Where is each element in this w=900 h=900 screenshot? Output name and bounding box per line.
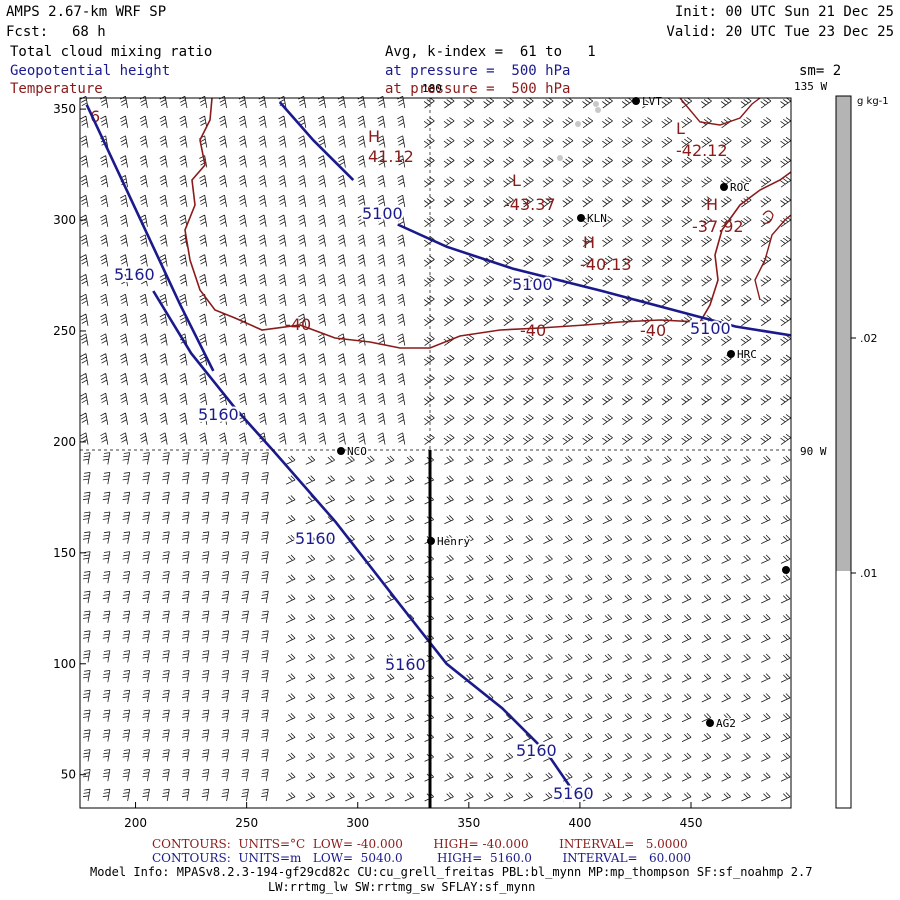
station-marker (337, 447, 345, 455)
colorbar: g kg-1 .02 .01 (835, 95, 889, 809)
station-label: LVT (642, 95, 662, 108)
colorbar-tick-label: .01 (860, 567, 878, 580)
label-135w: 135 W (794, 80, 827, 93)
k-index-range: Avg, k-index = 61 to 1 (385, 44, 596, 60)
pressure-height: at pressure = 500 hPa (385, 63, 571, 79)
y-tick-label: 150 (53, 546, 76, 560)
height-label: 5160 (516, 741, 557, 760)
x-tick-label: 350 (457, 816, 480, 830)
colorbar-unit: g kg-1 (857, 96, 889, 107)
cloud-speck (557, 155, 563, 161)
temperature-label: -40 (640, 321, 666, 340)
x-tick-label: 400 (568, 816, 591, 830)
colorbar-frame (835, 95, 852, 809)
temperature-extremum-value: -42.12 (676, 141, 728, 160)
temperature-label: -40 (285, 315, 311, 334)
height-label: 5100 (512, 275, 553, 294)
station-label: Henry (437, 535, 470, 548)
y-tick-label: 350 (53, 102, 76, 116)
x-tick-label: 300 (346, 816, 369, 830)
temperature-extremum-value: -43.37 (504, 195, 556, 214)
label-180: 180 (422, 82, 442, 95)
temperature-extremum-value: 41.12 (368, 147, 414, 166)
x-tick-label: 450 (680, 816, 703, 830)
y-tick-label: 100 (53, 657, 76, 671)
height-label: 5160 (385, 655, 426, 674)
wind-barb-field (80, 95, 792, 802)
plot-frame (79, 97, 792, 809)
station-marker (427, 537, 435, 545)
colorbar-fill (836, 96, 851, 571)
valid-time: Valid: 20 UTC Tue 23 Dec 25 (666, 24, 894, 40)
forecast-hours: 68 h (72, 24, 106, 40)
height-contour-5160 (152, 290, 573, 789)
height-contours: 5100 5100 5100 5160 5160 5160 5160 5160 5160 (85, 101, 792, 805)
smoothing-label: sm= 2 (799, 63, 842, 79)
temperature-contour-small (762, 210, 774, 224)
y-tick-label: 200 (53, 435, 76, 449)
height-contour-5100 (279, 101, 355, 182)
field-cloud-mixing: Total cloud mixing ratio (10, 44, 213, 60)
field-geopotential: Geopotential height (10, 63, 171, 79)
label-90w: 90 W (800, 445, 827, 458)
plot-axes: 200 250 300 350 400 450 50 100 150 200 250 300 350 (53, 97, 792, 830)
legend-height: CONTOURS: UNITS=m LOW= 5040.0 HIGH= 5160… (152, 851, 692, 865)
temperature-contour-north (679, 97, 761, 126)
station-label: NCO (347, 445, 367, 458)
cloud-speck (593, 101, 599, 107)
height-label: 5160 (295, 529, 336, 548)
temperature-extremum-value: -40.13 (580, 255, 632, 274)
field-temperature: Temperature (10, 81, 103, 97)
y-tick-label: 300 (53, 213, 76, 227)
station-label: KLN (587, 212, 607, 225)
temperature-extremum-kind: H (368, 127, 380, 146)
y-tick-label: 50 (61, 768, 76, 782)
wind-barbs (80, 95, 792, 802)
station-marker (727, 350, 735, 358)
temperature-label: -40 (520, 321, 546, 340)
pressure-temperature: at pressure = 500 hPa (385, 81, 571, 97)
temperature-label: 6 (90, 107, 100, 126)
station-marker (706, 719, 714, 727)
height-label: 5100 (690, 319, 731, 338)
height-label: 5160 (553, 784, 594, 803)
model-info: Model Info: MPASv8.2.3-194-gf29cd82c CU:… (90, 865, 813, 879)
temperature-contour-east (754, 214, 792, 301)
station-marker (632, 97, 640, 105)
radiation-info: LW:rrtmg_lw SW:rrtmg_sw SFLAY:sf_mynn (268, 880, 536, 894)
height-contour-5100 (397, 223, 792, 337)
model-title: AMPS 2.67-km WRF SP (6, 4, 167, 20)
temperature-extremum-kind: L (676, 119, 685, 138)
init-time: Init: 00 UTC Sun 21 Dec 25 (674, 4, 894, 20)
station-marker (720, 183, 728, 191)
map-overlay: 180 135 W 90 W LVT ROC KLN HRC NCO Henry AG2 (80, 80, 827, 808)
x-tick-label: 250 (235, 816, 258, 830)
height-label: 5100 (362, 204, 403, 223)
station-marker (577, 214, 585, 222)
x-tick-label: 200 (124, 816, 147, 830)
temperature-extremum-kind: L (512, 171, 521, 190)
legend-temperature: CONTOURS: UNITS=°C LOW= -40.000 HIGH= -4… (152, 837, 688, 851)
station-label: HRC (737, 348, 757, 361)
cloud-speck (595, 107, 601, 113)
temperature-contours: -40 -40 -406H41.12L-43.37H-40.13L-42.12H-3… (90, 97, 792, 349)
height-label: 5160 (114, 265, 155, 284)
cloud-speck (575, 121, 581, 127)
y-tick-label: 250 (53, 324, 76, 338)
station-label: ROC (730, 181, 750, 194)
temperature-contour-40 (184, 97, 792, 349)
forecast-label: Fcst: (6, 24, 49, 40)
height-label: 5160 (198, 405, 239, 424)
temperature-extremum-kind: H (583, 233, 595, 252)
station-marker (782, 566, 790, 574)
height-contour-5160 (85, 104, 215, 372)
station-label: AG2 (716, 717, 736, 730)
temperature-extremum-kind: H (706, 195, 718, 214)
temperature-extremum-value: -37.92 (692, 217, 744, 236)
colorbar-tick-label: .02 (860, 332, 878, 345)
